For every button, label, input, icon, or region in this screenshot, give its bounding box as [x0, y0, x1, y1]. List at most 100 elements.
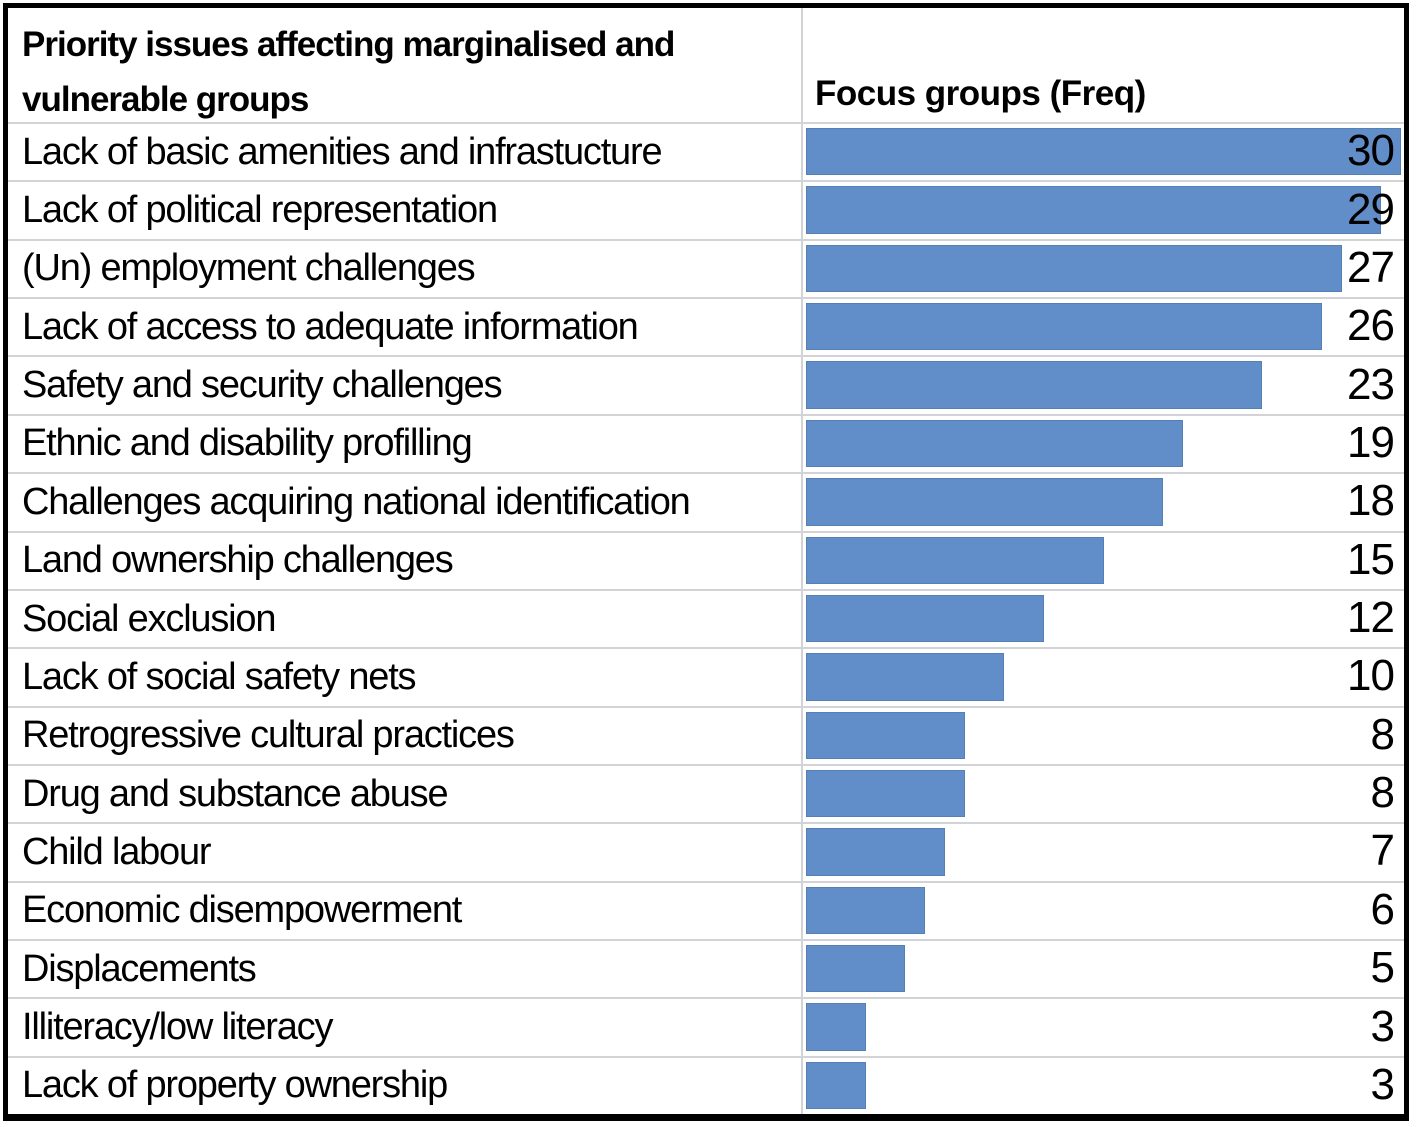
freq-value: 15 — [1347, 534, 1395, 584]
header-row: Priority issues affecting marginalised a… — [8, 8, 1404, 122]
issue-label: Lack of social safety nets — [8, 649, 803, 706]
freq-cell: 18 — [803, 474, 1404, 530]
table-row: Illiteracy/low literacy 3 — [8, 997, 1404, 1056]
table-row: Social exclusion 12 — [8, 588, 1404, 648]
freq-cell: 3 — [803, 1058, 1404, 1114]
freq-bar-track — [806, 419, 1401, 468]
column-header-focus-groups-freq: Focus groups (Freq) — [815, 74, 1146, 113]
table-row: Economic disempowerment 6 — [8, 880, 1404, 940]
issue-label: Challenges acquiring national identifica… — [8, 474, 803, 531]
freq-value: 29 — [1347, 184, 1395, 234]
freq-bar — [806, 128, 1401, 176]
freq-cell: 27 — [803, 241, 1404, 297]
freq-value: 3 — [1370, 1001, 1396, 1051]
freq-value: 26 — [1347, 301, 1395, 351]
freq-bar-track — [806, 711, 1401, 759]
freq-cell: 10 — [803, 649, 1404, 705]
freq-value: 18 — [1347, 476, 1395, 526]
freq-value: 10 — [1347, 651, 1395, 701]
freq-bar — [806, 478, 1163, 526]
issue-label: Child labour — [8, 824, 803, 881]
issue-label: Land ownership challenges — [8, 532, 803, 589]
issue-label: (Un) employment challenges — [8, 240, 803, 298]
freq-bar-track — [806, 303, 1401, 351]
freq-bar — [806, 1003, 866, 1051]
freq-value: 27 — [1347, 243, 1395, 293]
column-header-priority-issues: Priority issues affecting marginalised a… — [8, 8, 803, 122]
freq-cell: 19 — [803, 416, 1404, 472]
issue-label: Economic disempowerment — [8, 882, 803, 940]
freq-value: 8 — [1370, 709, 1396, 759]
issue-label: Lack of basic amenities and infrastuctur… — [8, 124, 803, 181]
freq-bar — [806, 653, 1005, 701]
table-row: Lack of social safety nets 10 — [8, 647, 1404, 706]
freq-value: 12 — [1347, 593, 1395, 643]
freq-bar-track — [806, 1061, 1401, 1110]
issue-label: Drug and substance abuse — [8, 765, 803, 823]
freq-bar-track — [806, 1003, 1401, 1051]
freq-value: 30 — [1347, 126, 1395, 176]
freq-bar — [806, 594, 1044, 643]
table-row: Lack of property ownership 3 — [8, 1055, 1404, 1115]
freq-bar — [806, 361, 1263, 409]
freq-bar-track — [806, 945, 1401, 993]
table-row: Safety and security challenges 23 — [8, 355, 1404, 414]
freq-value: 5 — [1370, 943, 1396, 993]
table-row: Lack of access to adequate information 2… — [8, 297, 1404, 356]
freq-bar — [806, 303, 1322, 351]
freq-bar-track — [806, 536, 1401, 584]
freq-value: 3 — [1370, 1060, 1396, 1110]
freq-bar — [806, 769, 965, 818]
table-row: Drug and substance abuse 8 — [8, 763, 1404, 823]
table-row: Land ownership challenges 15 — [8, 530, 1404, 589]
freq-value: 8 — [1370, 768, 1396, 818]
freq-value: 6 — [1370, 884, 1396, 934]
freq-bar — [806, 711, 965, 759]
freq-bar-track — [806, 828, 1401, 876]
freq-bar — [806, 945, 906, 993]
issue-label: Lack of property ownership — [8, 1057, 803, 1115]
issue-label: Displacements — [8, 941, 803, 998]
issue-label: Illiteracy/low literacy — [8, 999, 803, 1056]
freq-cell: 30 — [803, 124, 1404, 180]
freq-bar-track — [806, 886, 1401, 935]
freq-bar-track — [806, 769, 1401, 818]
issue-label: Retrogressive cultural practices — [8, 707, 803, 764]
issue-label: Social exclusion — [8, 590, 803, 648]
freq-bar — [806, 536, 1104, 584]
freq-bar — [806, 828, 945, 876]
freq-bar-track — [806, 186, 1401, 234]
freq-bar-track — [806, 128, 1401, 176]
freq-cell: 5 — [803, 941, 1404, 997]
freq-cell: 26 — [803, 299, 1404, 355]
table-row: Lack of political representation 29 — [8, 180, 1404, 239]
issue-label: Safety and security challenges — [8, 357, 803, 414]
issue-label: Lack of access to adequate information — [8, 299, 803, 356]
freq-bar — [806, 186, 1382, 234]
table-row: Displacements 5 — [8, 939, 1404, 998]
freq-bar-track — [806, 478, 1401, 526]
freq-bar — [806, 244, 1342, 293]
issue-label: Ethnic and disability profilling — [8, 415, 803, 473]
table-row: Ethnic and disability profilling 19 — [8, 413, 1404, 473]
freq-bar — [806, 886, 925, 935]
freq-cell: 3 — [803, 999, 1404, 1055]
table-row: Challenges acquiring national identifica… — [8, 472, 1404, 531]
freq-cell: 6 — [803, 883, 1404, 939]
priority-issues-table: Priority issues affecting marginalised a… — [3, 3, 1409, 1121]
table-row: Lack of basic amenities and infrastuctur… — [8, 122, 1404, 181]
freq-bar — [806, 1061, 866, 1110]
table-row: Retrogressive cultural practices 8 — [8, 705, 1404, 764]
freq-cell: 29 — [803, 182, 1404, 238]
freq-cell: 8 — [803, 708, 1404, 764]
issue-label: Lack of political representation — [8, 182, 803, 239]
freq-value: 7 — [1370, 826, 1396, 876]
freq-value: 23 — [1347, 359, 1395, 409]
freq-cell: 23 — [803, 357, 1404, 413]
table-row: (Un) employment challenges 27 — [8, 238, 1404, 298]
freq-bar-track — [806, 653, 1401, 701]
freq-cell: 12 — [803, 591, 1404, 647]
table-row: Child labour 7 — [8, 822, 1404, 881]
freq-bar-track — [806, 361, 1401, 409]
